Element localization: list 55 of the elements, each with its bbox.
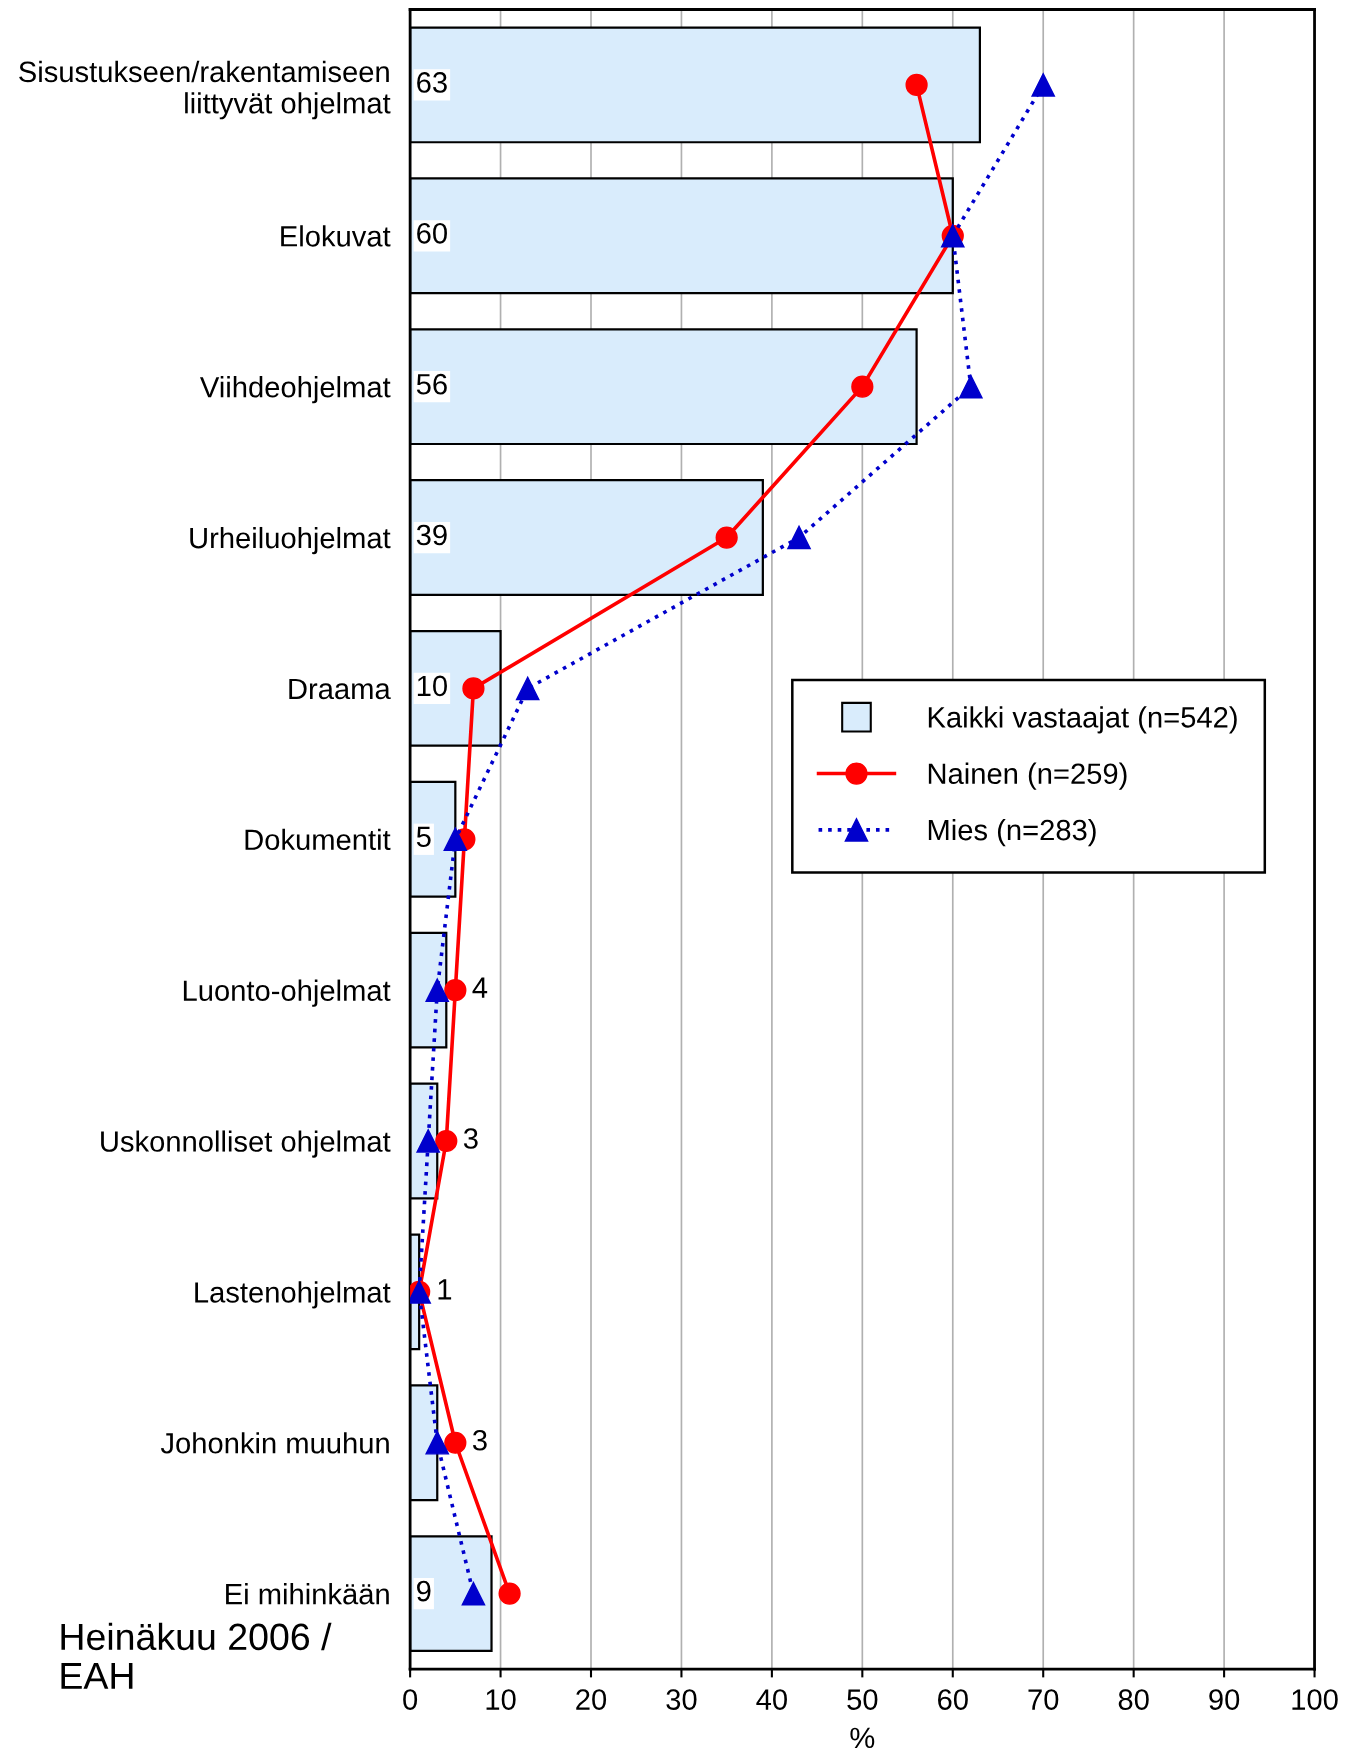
y-tick-label: Urheiluohjelmat (190, 526, 391, 555)
point (515, 676, 540, 701)
x-tick-label: 90 (1209, 1689, 1240, 1710)
x-axis-title: % (850, 1727, 875, 1749)
point (444, 979, 467, 1002)
y-tick-label: Johonkin muuhun (160, 1432, 389, 1454)
point (416, 1129, 441, 1153)
y-tick-label: Sisustukseen/rakentamiseen liittyvät ohjelmat (19, 60, 391, 120)
data-label: 56 (416, 373, 447, 395)
data-label: 4 (472, 977, 488, 998)
point (851, 375, 874, 398)
x-tick-label: 0 (403, 1689, 418, 1710)
point (443, 827, 468, 852)
data-label: 9 (417, 1580, 431, 1602)
x-tick-label: 100 (1292, 1689, 1338, 1710)
point (461, 1581, 486, 1606)
point (425, 1430, 450, 1455)
legend-label: Nainen (n=259) (928, 762, 1127, 790)
y-tick-label: Uskonnolliset ohjelmat (101, 1130, 391, 1158)
point (959, 374, 983, 399)
data-label: 10 (417, 675, 447, 697)
point (425, 978, 450, 1002)
x-tick-label: 80 (1118, 1689, 1149, 1710)
y-tick-label: Lastenohjelmat (195, 1281, 391, 1309)
y-tick-label: Viihdeohjelmat (200, 376, 391, 404)
text: Heinäkuu 2006 / EAH (61, 1622, 332, 1689)
data-label: 3 (463, 1128, 478, 1149)
point (715, 526, 738, 549)
legend-label: Kaikki vastaajat (n=542) (928, 706, 1237, 734)
x-tick-label: 30 (666, 1689, 697, 1710)
data-label: 1 (438, 1279, 452, 1300)
point (905, 73, 928, 97)
x-tick-label: 10 (486, 1689, 516, 1710)
x-tick-label: 40 (756, 1689, 787, 1710)
point (462, 677, 485, 700)
x-tick-label: 50 (847, 1689, 878, 1710)
point (444, 1431, 467, 1454)
y-tick-label: Elokuvat (281, 225, 391, 247)
y-tick-label: Ei mihinkään (226, 1583, 389, 1605)
legend-label: Mies (n=283) (928, 818, 1096, 847)
point (787, 525, 811, 550)
x-tick-label: 70 (1028, 1689, 1059, 1710)
y-tick-label: Dokumentit (245, 828, 391, 851)
data-label: 60 (417, 222, 447, 244)
data-label: 5 (416, 826, 431, 848)
data-label: 3 (472, 1429, 487, 1451)
data-label: 39 (416, 524, 447, 546)
x-tick-label: 60 (938, 1689, 968, 1710)
x-tick-label: 20 (576, 1689, 607, 1710)
y-tick-label: Luonto-ohjelmat (183, 979, 391, 1007)
point (498, 1582, 521, 1605)
y-tick-label: Draama (289, 678, 391, 700)
point (435, 1129, 458, 1153)
data-label: 63 (417, 72, 447, 93)
point (1031, 73, 1056, 97)
